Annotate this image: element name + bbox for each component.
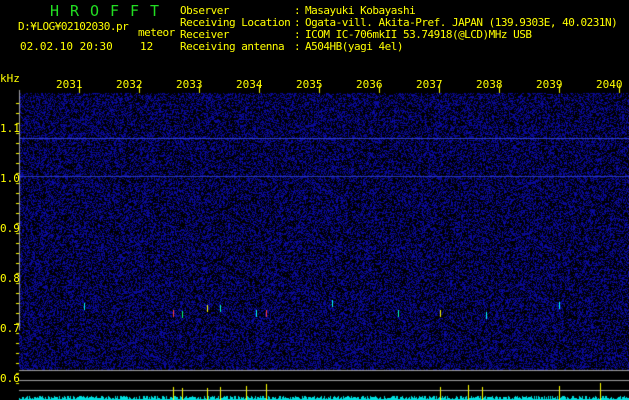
y-tick-label: 1.0 [0,172,20,185]
y-unit: kHz [0,72,20,85]
file-path: D:¥LOG¥02102030.pr [18,20,129,33]
info-observer-value: Masayuki Kobayashi [305,4,416,17]
info-receiver-value: ICOM IC-706mkII 53.74918(@LCD)MHz USB [305,28,532,41]
x-tick-label: 2038 [476,78,503,91]
y-tick-label: 1.1 [0,122,20,135]
y-tick-label: 0.7 [0,322,20,335]
x-tick-label: 2039 [536,78,563,91]
info-observer-label: Observer [180,4,229,17]
x-tick-label: 2036 [356,78,383,91]
title-letter: R [70,2,80,20]
info-receiver-label: Receiver [180,28,229,41]
y-tick-label: 0.8 [0,272,20,285]
mode-label: meteor [138,26,175,39]
title-letter: H [50,2,60,20]
info-antenna-label: Receiving antenna [180,40,285,53]
y-tick-label: 0.6 [0,372,20,385]
x-tick-label: 2034 [236,78,263,91]
title-letter: F [110,2,120,20]
x-tick-label: 2040 [596,78,623,91]
datetime: 02.02.10 20:30 [20,40,113,53]
x-tick-label: 2031 [56,78,83,91]
y-tick-label: 0.9 [0,222,20,235]
colon: : [294,40,301,53]
info-antenna-value: A504HB(yagi 4el) [305,40,403,53]
title-letter: F [130,2,140,20]
title-letter: O [90,2,100,20]
x-tick-label: 2037 [416,78,443,91]
colon: : [294,4,301,17]
colon: : [294,16,301,29]
count: 12 [140,40,154,53]
x-tick-label: 2033 [176,78,203,91]
info-location-value: Ogata-vill. Akita-Pref. JAPAN (139.9303E… [305,16,618,29]
x-tick-label: 2035 [296,78,323,91]
colon: : [294,28,301,41]
info-location-label: Receiving Location [180,16,291,29]
title-letter: T [150,2,160,20]
x-tick-label: 2032 [116,78,143,91]
